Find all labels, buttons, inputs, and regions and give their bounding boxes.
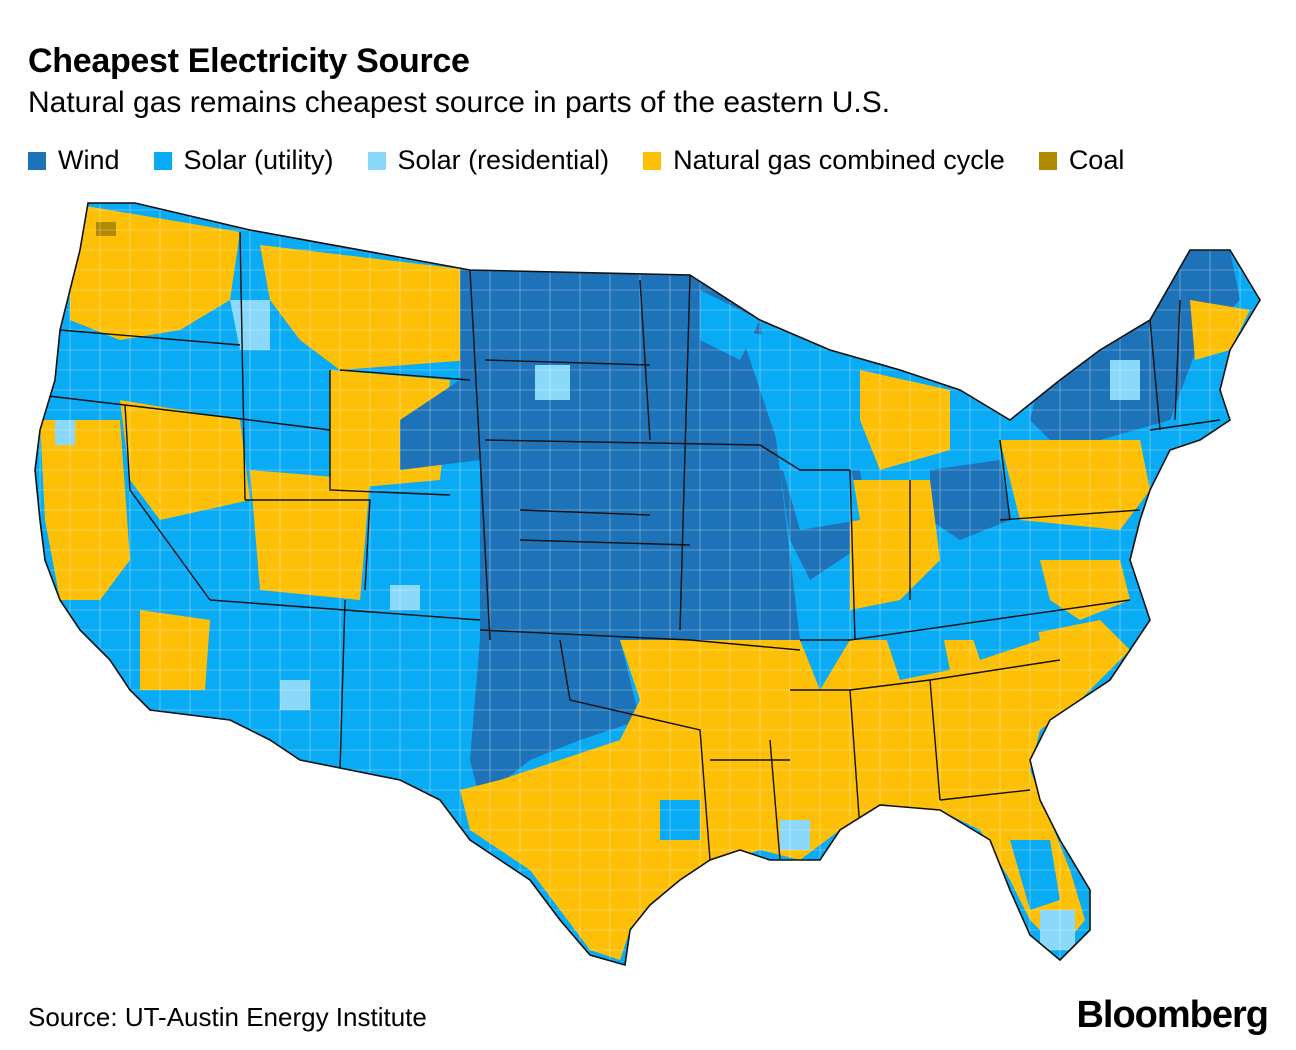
legend-swatch-wind [28, 151, 46, 170]
legend-label-solar-utility: Solar (utility) [183, 145, 334, 175]
source-note: Source: UT-Austin Energy Institute [28, 1002, 427, 1032]
legend-swatch-solar-utility [153, 151, 172, 170]
legend-label-solar-residential: Solar (residential) [397, 145, 610, 175]
legend-swatch-coal [1038, 151, 1057, 170]
legend-label-natural-gas: Natural gas combined cycle [673, 145, 1005, 175]
bloomberg-logo: Bloomberg [1076, 994, 1269, 1036]
legend-swatch-natural-gas [643, 151, 662, 170]
us-outline [34, 202, 1261, 967]
chart-title: Cheapest Electricity Source [28, 42, 470, 80]
legend-label-wind: Wind [58, 145, 120, 175]
us-county-map [34, 202, 1261, 967]
legend-item-natural-gas: Natural gas combined cycle [643, 145, 1005, 176]
legend: Wind Solar (utility) Solar (residential)… [28, 145, 1124, 176]
state-borders [39, 231, 1221, 861]
legend-item-solar-utility: Solar (utility) [153, 145, 334, 176]
legend-item-solar-residential: Solar (residential) [367, 145, 610, 176]
legend-label-coal: Coal [1068, 145, 1125, 175]
legend-item-coal: Coal [1038, 145, 1125, 176]
legend-item-wind: Wind [28, 145, 120, 176]
chart-subtitle: Natural gas remains cheapest source in p… [28, 86, 891, 119]
legend-swatch-solar-residential [367, 151, 386, 170]
county-grid [35, 203, 1260, 965]
